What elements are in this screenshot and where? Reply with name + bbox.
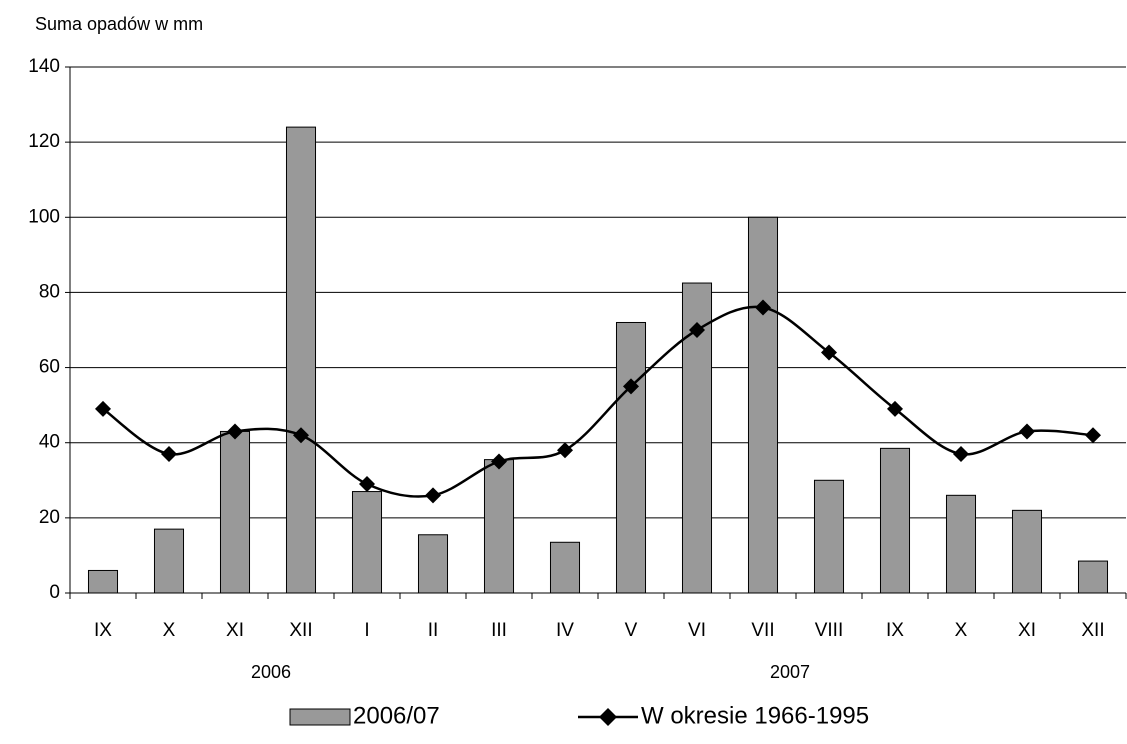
bar <box>813 479 845 594</box>
x-tick-label: III <box>491 620 507 641</box>
bar <box>351 491 383 594</box>
legend-swatch <box>599 708 617 726</box>
legend-label: 2006/07 <box>353 702 440 729</box>
marker <box>887 400 903 417</box>
y-tick-label: 0 <box>49 582 60 603</box>
marker <box>227 423 243 440</box>
x-tick-label: IV <box>556 620 574 641</box>
line <box>102 305 1094 498</box>
marker <box>491 453 507 470</box>
y-tick-label: 20 <box>39 507 60 528</box>
x-tick-label: IX <box>886 620 904 641</box>
x-tick-label: XI <box>226 620 244 641</box>
y-tick-label: 100 <box>28 206 60 227</box>
y-tick-label: 120 <box>28 131 60 152</box>
x-tick-label: X <box>955 620 968 641</box>
marker <box>425 487 441 504</box>
bar <box>549 541 581 594</box>
bar <box>153 528 185 594</box>
x-tick-label: VIII <box>815 620 844 641</box>
x-tick-label: XII <box>1081 620 1104 641</box>
y-axis-label: Suma opadów w mm <box>35 14 203 34</box>
bar <box>747 216 779 594</box>
group-label: 2007 <box>770 662 810 682</box>
x-tick-label: IX <box>94 620 112 641</box>
marker <box>95 400 111 417</box>
x-tick-label: XII <box>289 620 312 641</box>
marker <box>1085 427 1101 444</box>
bar <box>483 459 515 594</box>
x-tick-label: V <box>625 620 638 641</box>
marker <box>755 299 771 316</box>
marker <box>1019 423 1035 440</box>
marker <box>953 445 969 462</box>
legend-label: W okresie 1966-1995 <box>641 702 869 729</box>
x-tick-label: VI <box>688 620 706 641</box>
bar <box>87 569 119 594</box>
bar <box>417 534 449 594</box>
bar <box>879 447 911 594</box>
bar <box>615 321 647 594</box>
marker <box>293 427 309 444</box>
marker <box>359 476 375 493</box>
marker <box>689 322 705 338</box>
marker <box>821 344 837 361</box>
x-tick-label: X <box>163 620 176 641</box>
bar <box>219 430 251 594</box>
marker <box>557 442 573 459</box>
bar <box>945 494 977 594</box>
x-tick-label: I <box>364 620 369 641</box>
marker <box>161 445 177 462</box>
y-tick-label: 60 <box>39 357 60 378</box>
y-tick-label: 140 <box>28 56 60 77</box>
x-tick-label: VII <box>751 620 774 641</box>
y-tick-label: 40 <box>39 432 60 453</box>
bar <box>285 126 317 594</box>
marker <box>623 378 639 395</box>
legend-swatch <box>289 708 351 726</box>
bar <box>1077 560 1109 594</box>
x-tick-label: XI <box>1018 620 1036 641</box>
bar <box>1011 509 1043 594</box>
group-label: 2006 <box>251 662 291 682</box>
x-tick-label: II <box>428 620 439 641</box>
y-tick-label: 80 <box>39 281 60 302</box>
